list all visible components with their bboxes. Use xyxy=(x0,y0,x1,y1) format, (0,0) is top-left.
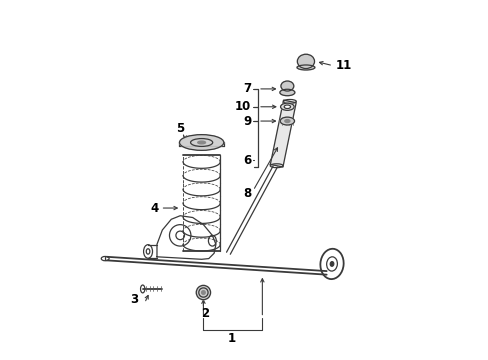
Text: 4: 4 xyxy=(150,202,158,215)
Text: 3: 3 xyxy=(129,293,138,306)
Text: 6: 6 xyxy=(243,154,251,167)
Text: 5: 5 xyxy=(176,122,184,135)
Text: 8: 8 xyxy=(243,187,251,200)
Text: 9: 9 xyxy=(243,114,251,127)
Ellipse shape xyxy=(284,105,290,109)
Ellipse shape xyxy=(279,89,294,96)
Ellipse shape xyxy=(285,120,289,122)
Polygon shape xyxy=(270,100,296,167)
Text: 1: 1 xyxy=(227,333,236,346)
Ellipse shape xyxy=(281,81,293,91)
Ellipse shape xyxy=(280,117,294,125)
Ellipse shape xyxy=(297,54,314,68)
Ellipse shape xyxy=(196,285,210,300)
Ellipse shape xyxy=(329,262,333,266)
Text: 2: 2 xyxy=(201,307,209,320)
Ellipse shape xyxy=(179,135,224,150)
Text: 7: 7 xyxy=(243,82,251,95)
Ellipse shape xyxy=(280,103,294,111)
Ellipse shape xyxy=(201,291,205,294)
Text: 11: 11 xyxy=(335,59,351,72)
Ellipse shape xyxy=(296,65,314,70)
Text: 10: 10 xyxy=(234,100,250,113)
Ellipse shape xyxy=(197,141,205,144)
